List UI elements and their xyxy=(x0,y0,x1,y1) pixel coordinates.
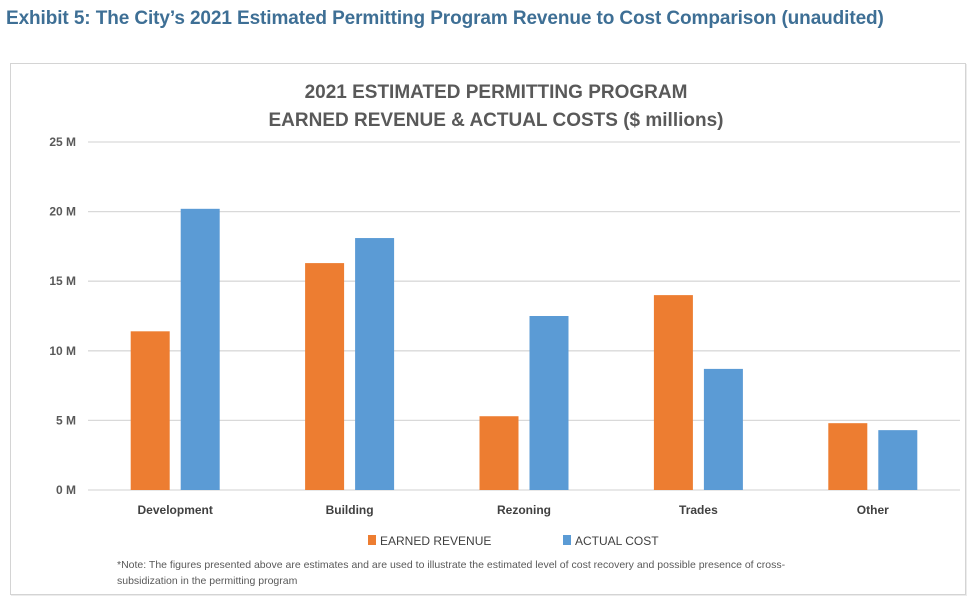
bar-actual-cost-other xyxy=(878,430,918,490)
chart-title-line-2: EARNED REVENUE & ACTUAL COSTS ($ million… xyxy=(269,110,724,131)
bar-earned-revenue-rezoning xyxy=(479,416,519,490)
legend: EARNED REVENUE ACTUAL COST xyxy=(368,534,659,548)
legend-label-actual-cost: ACTUAL COST xyxy=(575,534,659,548)
bar-actual-cost-development xyxy=(180,208,220,491)
chart-note-line-1: *Note: The figures presented above are e… xyxy=(117,559,786,571)
x-category-label: Trades xyxy=(679,503,718,517)
x-axis-categories: Development Building Rezoning Trades Other xyxy=(138,503,890,517)
x-category-label: Building xyxy=(326,503,374,517)
bars xyxy=(130,208,918,491)
bar-earned-revenue-development xyxy=(130,331,170,490)
y-tick-label: 15 M xyxy=(49,274,76,288)
chart-title-line-1: 2021 ESTIMATED PERMITTING PROGRAM xyxy=(305,82,688,103)
bar-earned-revenue-trades xyxy=(653,295,693,490)
chart-frame xyxy=(10,63,966,595)
gridlines xyxy=(88,141,960,491)
y-tick-label: 10 M xyxy=(49,344,76,358)
bar-earned-revenue-building xyxy=(305,263,345,490)
bar-actual-cost-trades xyxy=(703,368,743,490)
bar-earned-revenue-other xyxy=(828,423,868,490)
y-tick-label: 20 M xyxy=(49,205,76,219)
exhibit-title: Exhibit 5: The City’s 2021 Estimated Per… xyxy=(6,8,884,29)
y-tick-label: 5 M xyxy=(56,413,76,427)
x-category-label: Development xyxy=(138,503,213,517)
x-category-label: Rezoning xyxy=(497,503,551,517)
legend-label-earned-revenue: EARNED REVENUE xyxy=(380,534,491,548)
bar-actual-cost-building xyxy=(355,238,395,490)
legend-swatch-actual-cost xyxy=(563,535,571,545)
y-tick-label: 0 M xyxy=(56,483,76,497)
x-category-label: Other xyxy=(857,503,889,517)
legend-swatch-earned-revenue xyxy=(368,535,376,545)
bar-actual-cost-rezoning xyxy=(529,316,569,490)
y-tick-label: 25 M xyxy=(49,135,76,149)
y-axis-ticks: 0 M 5 M 10 M 15 M 20 M 25 M xyxy=(49,135,76,497)
chart-note-line-2: subsidization in the permitting program xyxy=(117,575,298,587)
